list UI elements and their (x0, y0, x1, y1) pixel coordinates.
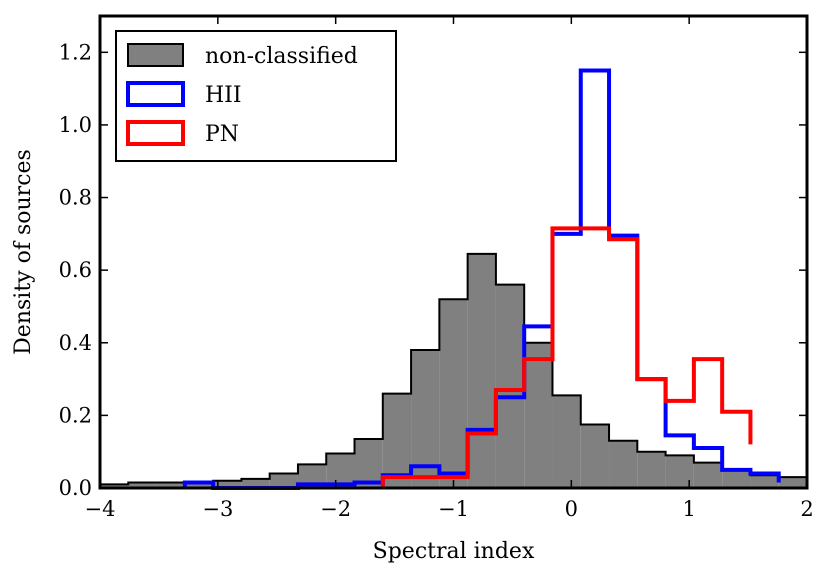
x-tick-label: −1 (438, 497, 469, 521)
y-tick-label: 1.0 (59, 113, 92, 137)
legend-swatch-non-classified (127, 43, 184, 67)
bar-non-classified (354, 438, 383, 488)
x-axis-title: Spectral index (373, 539, 535, 564)
y-tick-label: 0.2 (59, 403, 92, 427)
series-pn (380, 226, 753, 488)
legend-swatch-hii (126, 81, 185, 107)
x-tick-label: 0 (565, 497, 578, 521)
legend-label-non-classified: non-classified (205, 44, 358, 69)
bar-non-classified (184, 482, 214, 488)
x-tick-label: −4 (85, 497, 116, 521)
y-tick-label: 1.2 (59, 40, 92, 64)
bar-non-classified (750, 475, 779, 488)
bar-non-classified (637, 451, 666, 488)
bar-non-classified (156, 482, 185, 488)
bar-non-classified (722, 469, 751, 488)
bar-non-classified (524, 342, 553, 488)
legend-label-pn: PN (205, 122, 239, 147)
legend-swatch-pn (126, 120, 185, 146)
bar-non-classified (326, 453, 355, 488)
bar-non-classified (552, 395, 581, 488)
plot-area (99, 68, 808, 490)
bar-non-classified (100, 484, 129, 488)
bar-non-classified (213, 480, 242, 488)
legend: non-classified HII PN (115, 30, 397, 162)
axis-ticks: −4 −3 −2 −1 0 1 2 0.0 0.2 0.4 0.6 0.8 1.0 1.2 (59, 16, 814, 521)
y-tick-label: 0.4 (59, 331, 92, 355)
bar-non-classified (269, 473, 298, 488)
bar-non-classified (693, 462, 723, 488)
legend-label-hii: HII (205, 83, 242, 108)
bar-non-classified (297, 464, 327, 488)
step-line-pn (380, 226, 753, 488)
y-tick-label: 0.6 (59, 258, 92, 282)
bar-non-classified (382, 393, 412, 488)
bar-non-classified (580, 424, 610, 488)
bar-non-classified (128, 482, 157, 488)
bar-non-classified (778, 477, 807, 488)
x-tick-label: −2 (320, 497, 351, 521)
y-axis-title: Density of sources (11, 149, 36, 355)
x-tick-label: −3 (202, 497, 233, 521)
bar-non-classified (495, 284, 525, 488)
outline-non-classified (99, 252, 808, 488)
bar-non-classified (439, 299, 468, 488)
bar-non-classified (609, 440, 638, 488)
y-tick-label: 0.8 (59, 186, 92, 210)
bar-non-classified (241, 478, 270, 488)
series-non-classified (99, 252, 808, 488)
x-tick-label: 2 (800, 497, 813, 521)
x-tick-label: 1 (682, 497, 695, 521)
y-tick-label: 0.0 (59, 476, 92, 500)
bar-non-classified (467, 253, 496, 488)
